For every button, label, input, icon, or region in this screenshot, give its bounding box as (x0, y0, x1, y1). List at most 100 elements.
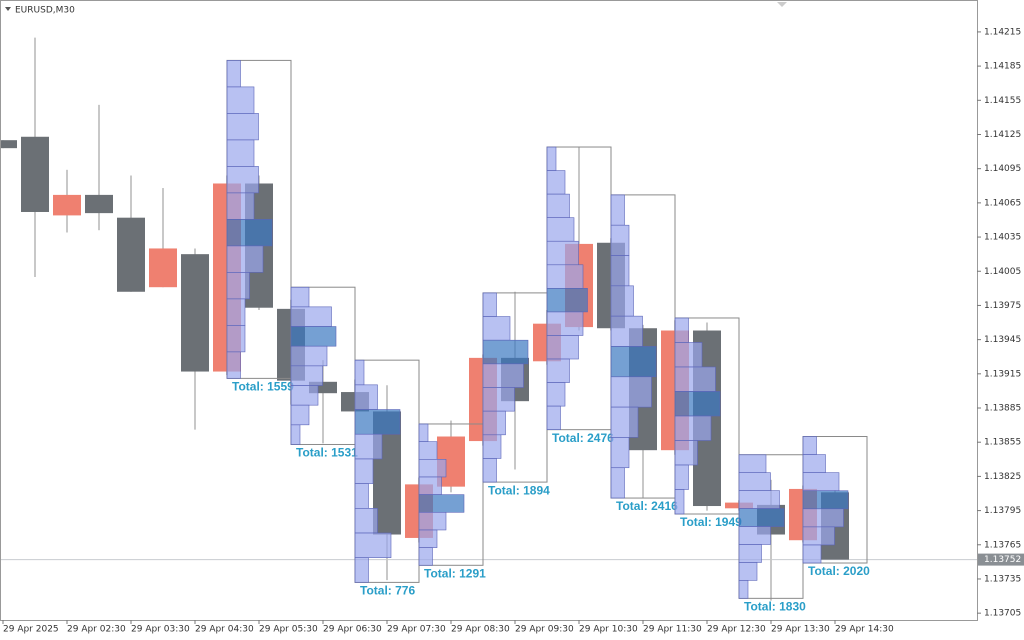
profile-level (354, 557, 369, 583)
profile-level (354, 409, 401, 435)
y-tick-label: 1.13855 (984, 438, 1021, 448)
profile-level (354, 433, 383, 460)
profile-level (418, 494, 465, 513)
profile-level (546, 170, 566, 195)
profile-level (482, 387, 515, 412)
profile-level (226, 219, 273, 247)
profile-level (738, 472, 771, 491)
profile-level (354, 483, 369, 509)
candle-body (117, 217, 145, 292)
x-tick-label: 29 Apr 02:30 (67, 625, 126, 635)
profile-level (674, 317, 689, 343)
profile-level (290, 404, 310, 426)
current-price-box (978, 553, 1024, 566)
profile-total: Total: 1830 (744, 600, 806, 614)
profile-level (738, 454, 767, 473)
profile-level (226, 166, 259, 194)
profile-level (802, 526, 835, 546)
profile-level (610, 255, 630, 287)
profile-level (290, 326, 337, 347)
x-tick-label: 29 Apr 03:30 (131, 625, 190, 635)
y-tick-label: 1.13945 (984, 335, 1021, 345)
profile-level (482, 434, 502, 459)
y-tick-label: 1.13915 (984, 369, 1021, 379)
y-tick-label: 1.14125 (984, 130, 1021, 140)
profile-level (418, 441, 438, 460)
profile-level (482, 458, 497, 483)
profile-level (674, 440, 698, 466)
candle-body (181, 254, 209, 372)
profile-level (226, 60, 241, 88)
profile-level (418, 529, 438, 548)
profile-level (226, 325, 246, 353)
y-tick-label: 1.14035 (984, 233, 1021, 243)
profile-level (290, 306, 332, 327)
profile-level (546, 193, 570, 218)
profile-total: Total: 1559 (232, 380, 294, 394)
profile-level (674, 415, 712, 441)
profile-level (226, 86, 255, 114)
profile-level (546, 311, 584, 336)
profile-level (226, 351, 241, 379)
plot-area: Total: 1559 Total: 1531 Total: 776 Total: 1… (1, 37, 977, 614)
profile-level (418, 459, 447, 478)
profile-level (802, 544, 822, 564)
profile-level (802, 508, 844, 528)
x-tick-label: 29 Apr 2025 (3, 625, 59, 635)
profile-level (290, 385, 319, 406)
profile-level (802, 454, 826, 473)
profile-level (226, 192, 255, 220)
profile-level (482, 410, 506, 436)
profile-level (610, 346, 657, 378)
profile-level (802, 472, 840, 492)
profile-level (354, 532, 392, 558)
profile-total: Total: 2476 (552, 431, 614, 445)
profile-level (546, 335, 579, 360)
y-tick-label: 1.13795 (984, 506, 1021, 516)
y-tick-label: 1.13885 (984, 404, 1021, 414)
x-tick-label: 29 Apr 06:30 (323, 625, 382, 635)
profile-level (610, 315, 643, 347)
profile-level (290, 424, 301, 445)
profile-level (738, 544, 762, 563)
x-tick-label: 29 Apr 11:30 (643, 625, 702, 635)
current-price-label: 1.13752 (984, 555, 1021, 565)
profile-level (226, 272, 250, 300)
x-tick-label: 29 Apr 09:30 (515, 625, 574, 635)
profile-total: Total: 776 (360, 584, 415, 598)
profile-level (738, 580, 749, 599)
shift-marker (777, 2, 787, 7)
profile-level (738, 490, 780, 509)
profile-level (546, 288, 588, 313)
x-tick-label: 29 Apr 05:30 (259, 625, 318, 635)
profile-level (610, 437, 630, 469)
profile-level (546, 382, 566, 407)
profile-level (546, 405, 561, 430)
profile-level (354, 458, 374, 484)
profile-level (546, 358, 570, 383)
x-tick-label: 29 Apr 10:30 (579, 625, 638, 635)
candle-body (309, 381, 337, 394)
profile-level (674, 489, 685, 515)
profile-level (546, 264, 584, 289)
y-tick-label: 1.13705 (984, 609, 1021, 619)
profile-level (738, 508, 785, 527)
profile-level (226, 113, 259, 141)
profile-level (226, 245, 264, 273)
y-tick-label: 1.13825 (984, 472, 1021, 482)
profile-level (290, 365, 323, 386)
menu-icon[interactable] (5, 7, 11, 11)
profile-level (674, 342, 703, 368)
profile-level (610, 194, 625, 226)
candle-body (53, 194, 81, 216)
profile-total: Total: 1949 (680, 515, 742, 529)
profile-level (610, 467, 625, 499)
y-tick-label: 1.13975 (984, 301, 1021, 311)
x-tick-label: 29 Apr 08:30 (451, 625, 510, 635)
profile-level (482, 363, 524, 388)
profile-level (802, 436, 817, 455)
profile-level (418, 511, 447, 531)
y-tick-label: 1.14155 (984, 96, 1021, 106)
chart-title: EURUSD,M30 (15, 6, 75, 16)
